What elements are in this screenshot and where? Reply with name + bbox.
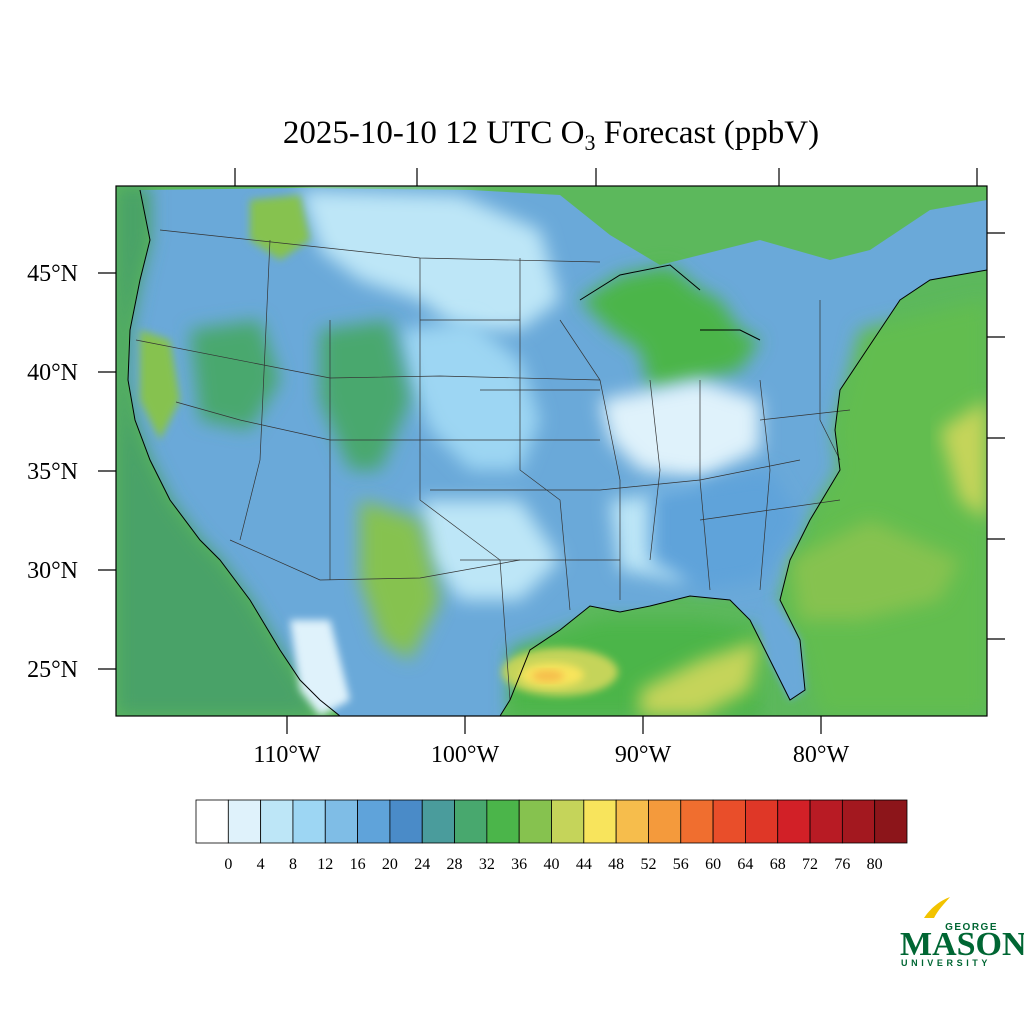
lon-label-90w: 90°W [615, 742, 672, 768]
title-subscript: 3 [584, 130, 595, 155]
colorbar-label: 40 [544, 856, 560, 873]
lat-label-40n: 40°N [27, 360, 78, 386]
gmu-logo: GEORGE MASON UNIVERSITY [900, 897, 1024, 968]
colorbar-swatch [260, 799, 294, 844]
axis-ticks [98, 168, 1005, 734]
colorbar-swatch [518, 799, 552, 844]
colorbar-swatch [227, 799, 262, 844]
colorbar-swatch [648, 799, 682, 844]
northern-plains-low-zone [300, 190, 560, 330]
lon-label-110w: 110°W [253, 742, 321, 768]
colorbar-swatch [551, 799, 585, 844]
colorbar-label: 36 [511, 856, 527, 873]
state-boundaries [135, 229, 851, 701]
logo-university-text: UNIVERSITY [901, 958, 991, 968]
colorbar-label: 72 [802, 856, 818, 873]
longitude-labels: 110°W 100°W 90°W 80°W [253, 742, 849, 768]
colorbar-label: 48 [608, 856, 624, 873]
colorbar-label: 16 [350, 856, 366, 873]
logo-mason-text: MASON [900, 926, 1024, 963]
colorbar-swatch [486, 799, 520, 844]
colorbar-label: 24 [414, 856, 430, 873]
title-suffix: Forecast (ppbV) [595, 115, 819, 151]
colorbar-swatch [841, 799, 876, 844]
us-landmass [128, 188, 987, 716]
colorbar-swatch [680, 799, 714, 844]
ohio-valley-low-zone [600, 380, 760, 480]
colorbar-label: 28 [447, 856, 463, 873]
colorbar-label: 68 [770, 856, 786, 873]
colorbar-swatch [195, 799, 229, 844]
coastline [127, 189, 987, 716]
pacific-ocean-zone [116, 186, 320, 716]
great-lakes-zone [580, 265, 760, 390]
colorbar-swatch [454, 799, 488, 844]
colorbar-label: 80 [867, 856, 883, 873]
colorbar-swatch [324, 799, 358, 844]
colorbar-label: 64 [737, 856, 753, 873]
colorbar-swatch [583, 799, 617, 844]
colorbar-label: 20 [382, 856, 398, 873]
colorbar-label: 8 [289, 856, 297, 873]
lat-label-45n: 45°N [27, 261, 78, 287]
map-frame [115, 185, 988, 717]
map-title: 2025-10-10 12 UTC O3 Forecast (ppbV) [283, 115, 819, 155]
latitude-labels: 45°N 40°N 35°N 30°N 25°N [27, 261, 78, 683]
colorbar-label: 56 [673, 856, 689, 873]
colorbar-label: 76 [834, 856, 850, 873]
colorbar-label: 32 [479, 856, 495, 873]
colorbar-label: 44 [576, 856, 592, 873]
logo-george-text: GEORGE [945, 922, 998, 933]
colorbar: 0 4 8 12 16 20 24 28 32 36 40 44 48 52 56 60 64 68 72 76 80 [195, 799, 908, 873]
colorbar-label: 52 [640, 856, 656, 873]
colorbar-swatch [745, 799, 779, 844]
colorbar-label: 0 [224, 856, 232, 873]
colorbar-label: 60 [705, 856, 721, 873]
colorbar-label: 4 [257, 856, 265, 873]
colorbar-swatch [615, 799, 649, 844]
lat-label-25n: 25°N [27, 657, 78, 683]
colorbar-swatch [809, 799, 843, 844]
lat-label-30n: 30°N [27, 558, 78, 584]
colorbar-swatch [421, 799, 455, 844]
colorbar-label: 12 [317, 856, 333, 873]
colorbar-swatch [712, 799, 746, 844]
colorbar-swatch [874, 799, 908, 844]
ozone-map [116, 186, 987, 716]
colorbar-swatch [357, 799, 391, 844]
texas-coast-maximum [532, 670, 564, 682]
title-prefix: 2025-10-10 12 UTC O [283, 115, 585, 151]
lon-label-100w: 100°W [431, 742, 500, 768]
logo-flame-icon [924, 897, 950, 918]
colorbar-swatch [389, 799, 423, 844]
colorbar-swatch [292, 799, 326, 844]
lon-label-80w: 80°W [793, 742, 850, 768]
colorbar-swatch [777, 799, 811, 844]
lat-label-35n: 35°N [27, 459, 78, 485]
